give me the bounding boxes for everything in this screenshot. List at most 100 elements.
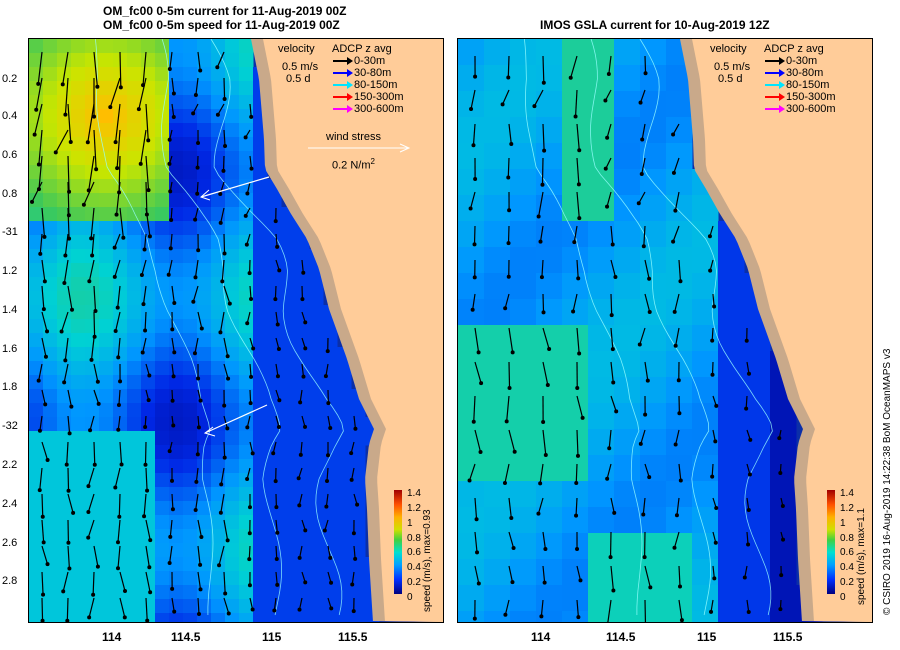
current-arrow-head	[94, 167, 99, 172]
adcp-legend-right: ADCP z avg 0-30m 30-80m 80-150m 150-300m 300…	[764, 43, 836, 115]
current-arrow-head	[605, 204, 610, 209]
current-arrow	[542, 361, 549, 386]
current-arrow-head	[471, 419, 476, 424]
colorbar-tick: 0.8	[407, 532, 421, 544]
colorbar-tick: 1.4	[407, 488, 421, 499]
wind-legend-title: wind stress	[326, 131, 382, 143]
current-arrow-head	[194, 479, 199, 484]
current-arrow-head	[171, 115, 176, 120]
current-arrow	[353, 415, 357, 429]
x-tick-label: 114.5	[171, 630, 201, 644]
current-arrow-head	[714, 403, 719, 408]
colorbar-tick: 1.2	[840, 502, 854, 514]
current-arrow-head	[167, 449, 172, 454]
current-arrow-head	[568, 75, 573, 80]
current-arrow	[64, 77, 69, 115]
current-arrow-head	[671, 239, 676, 244]
current-arrow-head	[709, 609, 714, 614]
current-arrow-head	[218, 510, 223, 515]
current-arrow-head	[673, 343, 678, 348]
current-arrow-head	[500, 102, 505, 107]
current-arrow	[141, 259, 147, 276]
current-arrow	[117, 545, 121, 569]
current-arrow-head	[218, 192, 223, 197]
current-arrow	[41, 545, 49, 565]
current-arrow-head	[116, 566, 121, 571]
current-arrow-head	[510, 350, 515, 355]
current-arrow	[470, 89, 476, 110]
current-arrow-head	[536, 511, 541, 516]
current-arrow-head	[638, 441, 643, 446]
current-arrow-head	[576, 276, 581, 281]
current-arrow-head	[243, 135, 248, 140]
x-tick-label: 115	[262, 630, 282, 644]
current-arrow	[62, 51, 69, 85]
current-arrow-head	[167, 137, 172, 142]
current-arrow	[644, 463, 650, 478]
current-arrow	[143, 493, 147, 517]
current-arrow	[537, 497, 544, 514]
current-arrow-head	[41, 307, 46, 312]
current-arrow	[117, 337, 121, 358]
current-arrow	[64, 337, 69, 361]
current-arrow-head	[41, 540, 46, 545]
current-arrow	[538, 191, 544, 217]
current-arrow-head	[677, 411, 682, 416]
bathymetry-contour	[161, 39, 282, 616]
current-arrow	[194, 337, 199, 354]
current-arrow-head	[611, 588, 616, 593]
current-arrow	[506, 395, 510, 422]
current-arrow	[195, 493, 199, 511]
current-arrow-head	[506, 241, 511, 246]
current-arrow-head	[147, 565, 152, 570]
current-arrow	[504, 293, 510, 309]
current-arrow-head	[143, 462, 148, 467]
current-arrow	[474, 429, 482, 453]
current-arrow	[55, 129, 69, 153]
y-tick-label: -31	[2, 226, 18, 238]
current-arrow-head	[172, 301, 177, 306]
current-arrow	[607, 599, 612, 622]
current-arrow-head	[192, 351, 197, 356]
current-arrow-head	[510, 580, 515, 585]
current-arrow-head	[608, 555, 613, 560]
left-map	[29, 39, 443, 622]
current-arrow	[248, 545, 251, 560]
current-arrow	[144, 441, 147, 465]
current-arrow-head	[112, 245, 117, 250]
current-arrow-head	[671, 132, 676, 137]
current-arrow	[222, 155, 225, 171]
y-tick-label: 1.6	[2, 343, 18, 355]
current-arrow-head	[476, 581, 481, 586]
current-arrow	[145, 207, 151, 237]
current-arrow-head	[475, 550, 480, 555]
current-arrow-head	[511, 545, 516, 550]
current-arrow	[144, 311, 147, 331]
current-arrow	[88, 259, 95, 282]
current-arrow-head	[196, 376, 201, 381]
current-arrow-head	[249, 296, 254, 301]
y-tick-label: 2.2	[2, 459, 18, 471]
current-arrow	[608, 55, 612, 75]
current-arrow	[508, 327, 514, 353]
current-arrow	[41, 259, 46, 282]
legend-arrow-icon	[333, 81, 353, 89]
current-arrow	[145, 467, 148, 491]
current-arrow-head	[218, 330, 223, 335]
current-arrow	[327, 415, 331, 429]
adcp-legend-item: 300-600m	[764, 103, 836, 115]
current-arrow-head	[193, 508, 198, 513]
current-arrow-head	[503, 306, 508, 311]
current-arrow	[638, 191, 646, 204]
current-arrow	[542, 123, 545, 151]
current-arrow	[145, 597, 148, 621]
current-arrow-head	[322, 528, 327, 533]
current-arrow-head	[249, 374, 254, 379]
current-arrow-head	[217, 563, 222, 568]
current-arrow	[575, 463, 578, 484]
legend-arrow-icon	[333, 57, 353, 65]
colorbar-tick: 0	[840, 592, 846, 603]
current-arrow	[610, 225, 614, 245]
current-arrow-head	[118, 379, 123, 384]
current-arrow-head	[85, 140, 90, 145]
